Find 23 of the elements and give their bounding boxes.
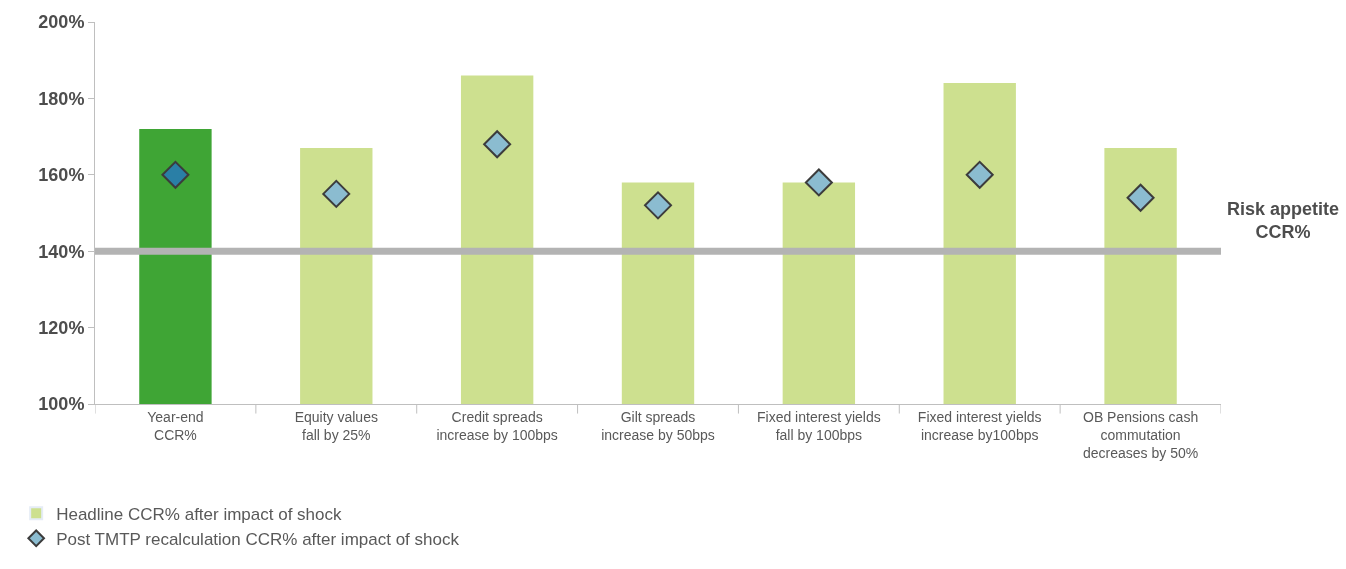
x-tick-label: Credit spreads increase by 100bps [436,408,558,443]
point [322,179,351,208]
point [804,168,833,197]
legend-label: Post TMTP recalculation CCR% after impact of shock [56,529,460,549]
x-tick-label: Fixed interest yields fall by 100bps [757,408,881,443]
x-tick-label: OB Pensions cash commutation decreases by 50% [1082,408,1199,462]
y-tick-label: 160% [38,165,85,186]
point [161,160,190,189]
point [483,130,512,159]
y-tick-label: 180% [38,88,85,109]
x-tick-label: Fixed interest yields increase by100bps [917,408,1042,443]
point [644,191,672,220]
point [1126,183,1155,212]
y-tick-label: 100% [38,394,85,415]
y-tick-label: 120% [38,317,85,338]
y-tick-label: 140% [38,241,85,262]
point [965,160,994,189]
x-tick-label: Gilt spreads increase by 50bps [601,408,715,443]
ref-line-label: Risk appetite CCR% [1227,199,1340,243]
x-tick-label: Year-end CCR% [147,408,204,443]
legend-label: Headline CCR% after impact of shock [56,504,343,524]
x-tick-label: Equity values fall by 25% [294,408,378,443]
y-tick-label: 200% [38,12,85,33]
